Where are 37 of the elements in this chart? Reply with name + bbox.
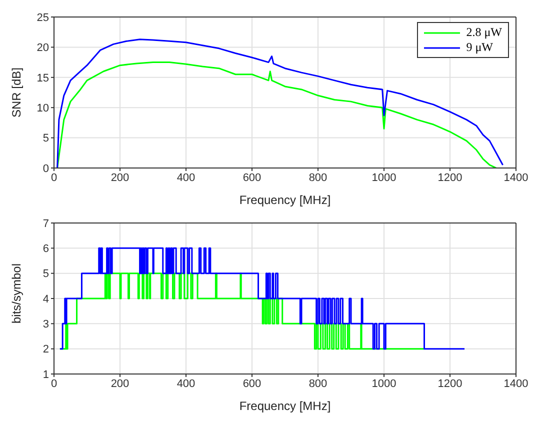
x-tick-label: 400 [176, 378, 196, 390]
y-tick-label: 1 [42, 368, 49, 381]
y-tick-label: 25 [36, 12, 49, 24]
y-axis-title: bits/symbol [9, 263, 24, 324]
x-tick-label: 0 [50, 378, 58, 390]
y-axis-title: SNR [dB] [9, 67, 24, 118]
y-tick-label: 6 [42, 243, 49, 256]
x-tick-label: 400 [176, 172, 196, 184]
x-tick-label: 1400 [504, 172, 528, 184]
y-tick-label: 4 [42, 293, 49, 306]
x-tick-label: 1000 [372, 172, 396, 184]
x-tick-label: 1200 [438, 172, 462, 184]
x-tick-label: 800 [308, 172, 328, 184]
y-tick-label: 2 [42, 344, 49, 356]
y-tick-label: 5 [42, 132, 49, 145]
x-tick-label: 1200 [438, 378, 462, 390]
legend-label: 2.8 μW [466, 25, 502, 40]
y-tick-label: 20 [36, 42, 49, 54]
y-tick-label: 7 [42, 218, 49, 230]
line-series [56, 62, 497, 168]
legend-label: 9 μW [466, 40, 493, 55]
x-tick-label: 1400 [504, 378, 528, 390]
y-tick-label: 0 [42, 162, 49, 175]
x-axis-title: Frequency [MHz] [239, 399, 331, 413]
y-tick-label: 5 [42, 268, 49, 280]
x-tick-label: 200 [110, 172, 130, 184]
y-tick-label: 10 [36, 102, 49, 115]
x-tick-label: 1000 [372, 378, 396, 390]
x-axis-title: Frequency [MHz] [239, 193, 331, 207]
y-tick-label: 15 [36, 72, 49, 84]
x-tick-label: 600 [242, 378, 262, 390]
x-tick-label: 800 [308, 378, 328, 390]
x-tick-label: 600 [242, 172, 262, 184]
y-tick-label: 3 [42, 318, 49, 331]
line-series [56, 38, 504, 168]
x-tick-label: 0 [50, 172, 58, 184]
x-tick-label: 200 [110, 378, 130, 390]
